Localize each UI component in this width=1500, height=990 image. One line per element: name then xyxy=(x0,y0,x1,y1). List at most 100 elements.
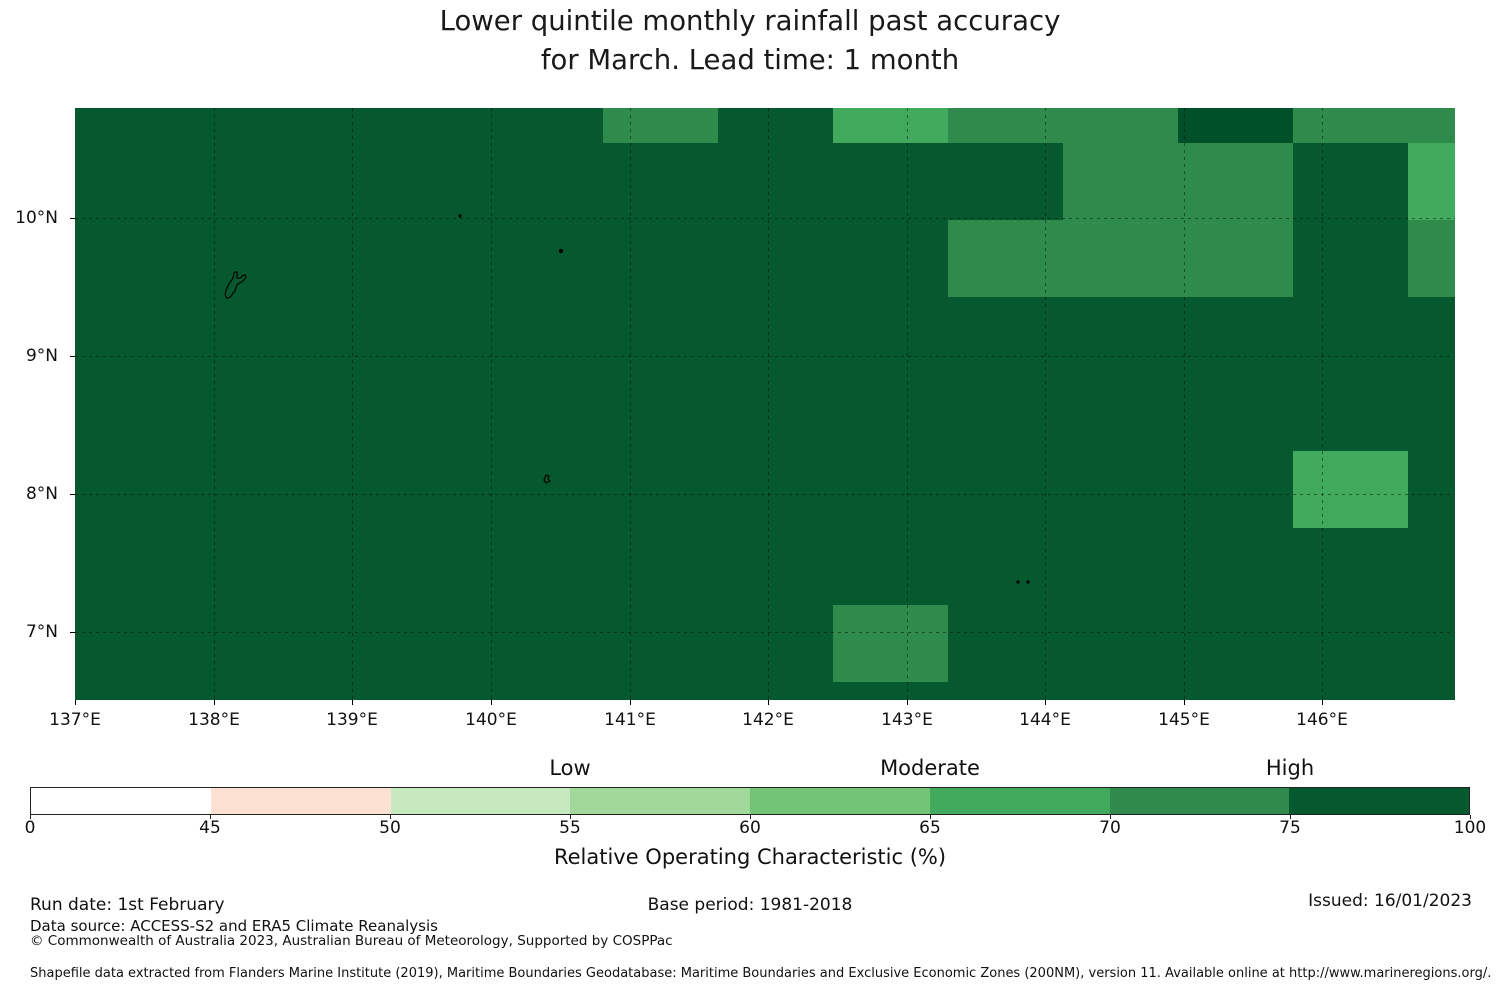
heatmap-cell xyxy=(1178,220,1293,297)
x-axis-tickmark xyxy=(491,700,492,705)
heatmap-cell xyxy=(948,108,1063,143)
longitude-gridline xyxy=(1045,108,1046,700)
heatmap-cell xyxy=(603,108,718,143)
colorbar-tick-label: 75 xyxy=(1279,818,1301,838)
x-axis-tick-label: 146°E xyxy=(1296,710,1348,730)
islet-outline xyxy=(558,248,564,254)
heatmap-cell xyxy=(1408,220,1455,297)
colorbar-tick-label: 100 xyxy=(1453,818,1487,838)
longitude-gridline xyxy=(1322,108,1323,700)
island-outlines xyxy=(224,214,1030,584)
colorbar-segment xyxy=(1289,788,1469,814)
longitude-gridline xyxy=(491,108,492,700)
colorbar-category-label: High xyxy=(1265,756,1315,780)
latitude-gridline xyxy=(75,356,1455,357)
colorbar-tick-label: 65 xyxy=(919,818,941,838)
longitude-gridline xyxy=(1184,108,1185,700)
x-axis-tick-label: 139°E xyxy=(326,710,378,730)
x-axis-tickmark xyxy=(1045,700,1046,705)
x-axis-tick-label: 143°E xyxy=(881,710,933,730)
longitude-gridline xyxy=(907,108,908,700)
x-axis-tickmark xyxy=(352,700,353,705)
y-axis-tickmark xyxy=(70,632,75,633)
islet-mark xyxy=(543,474,552,484)
x-axis-tickmark xyxy=(214,700,215,705)
heatmap-cell xyxy=(1063,143,1178,220)
heatmap-cell xyxy=(1178,143,1293,220)
longitude-gridline xyxy=(214,108,215,700)
copyright-text: © Commonwealth of Australia 2023, Austra… xyxy=(30,933,673,949)
y-axis-tick-label: 8°N xyxy=(25,484,58,504)
colorbar-tickmark xyxy=(1470,815,1471,819)
heatmap-cell xyxy=(1178,108,1293,143)
yap-island-outline xyxy=(224,271,247,299)
islet-dot xyxy=(458,214,462,218)
latitude-gridline xyxy=(75,218,1455,219)
issued-date-text: Issued: 16/01/2023 xyxy=(1308,891,1472,911)
colorbar-tickmark xyxy=(570,815,571,819)
base-period-text: Base period: 1981-2018 xyxy=(647,895,853,915)
x-axis-tickmark xyxy=(1184,700,1185,705)
x-axis-tickmark xyxy=(907,700,908,705)
colorbar-category-label: Low xyxy=(549,756,591,780)
islet-dot xyxy=(1026,580,1030,584)
shapefile-credit-text: Shapefile data extracted from Flanders M… xyxy=(30,966,1492,981)
heatmap-cell xyxy=(1293,108,1408,143)
x-axis-tickmark xyxy=(1322,700,1323,705)
colorbar-tickmark xyxy=(930,815,931,819)
x-axis-tick-label: 138°E xyxy=(188,710,240,730)
x-axis-tick-label: 145°E xyxy=(1158,710,1210,730)
run-date-text: Run date: 1st February xyxy=(30,895,225,915)
x-axis-tick-label: 142°E xyxy=(742,710,794,730)
y-axis-tickmark xyxy=(70,356,75,357)
colorbar-segment xyxy=(210,788,391,814)
islet-dot xyxy=(1016,580,1020,584)
y-axis-tickmark xyxy=(70,218,75,219)
colorbar-tick-label: 50 xyxy=(379,818,401,838)
y-axis-tick-label: 9°N xyxy=(25,346,58,366)
colorbar-tick-label: 45 xyxy=(199,818,221,838)
longitude-gridline xyxy=(630,108,631,700)
colorbar-tickmark xyxy=(1110,815,1111,819)
colorbar-tick-label: 60 xyxy=(739,818,761,838)
heatmap-cell xyxy=(1408,108,1455,143)
latitude-gridline xyxy=(75,632,1455,633)
heatmap-cell xyxy=(1063,220,1178,297)
colorbar xyxy=(30,787,1470,815)
colorbar-tickmark xyxy=(210,815,211,819)
colorbar-tick-label: 55 xyxy=(559,818,581,838)
colorbar-segment xyxy=(390,788,571,814)
roc-heatmap xyxy=(75,108,1455,700)
chart-title: Lower quintile monthly rainfall past acc… xyxy=(0,2,1500,80)
longitude-gridline xyxy=(352,108,353,700)
longitude-gridline xyxy=(768,108,769,700)
colorbar-segment xyxy=(1109,788,1290,814)
x-axis-tick-label: 141°E xyxy=(604,710,656,730)
y-axis-tick-label: 10°N xyxy=(15,208,58,228)
data-source-text: Data source: ACCESS-S2 and ERA5 Climate … xyxy=(30,917,438,935)
latitude-gridline xyxy=(75,494,1455,495)
colorbar-axis-label: Relative Operating Characteristic (%) xyxy=(553,845,947,869)
heatmap-cell xyxy=(1293,451,1408,528)
chart-title-line1: Lower quintile monthly rainfall past acc… xyxy=(439,5,1061,37)
colorbar-segment xyxy=(31,788,211,814)
colorbar-segment xyxy=(570,788,750,814)
colorbar-tickmark xyxy=(30,815,31,819)
colorbar-tickmark xyxy=(1290,815,1291,819)
colorbar-tick-label: 0 xyxy=(24,818,36,838)
x-axis-tickmark xyxy=(75,700,76,705)
colorbar-category-label: Moderate xyxy=(880,756,980,780)
colorbar-segment xyxy=(929,788,1110,814)
colorbar-tickmark xyxy=(390,815,391,819)
x-axis-tick-label: 144°E xyxy=(1019,710,1071,730)
x-axis-tickmark xyxy=(768,700,769,705)
heatmap-cell xyxy=(948,220,1063,297)
heatmap-cell xyxy=(1408,143,1455,220)
x-axis-tickmark xyxy=(630,700,631,705)
heatmap-cell xyxy=(1063,108,1178,143)
x-axis-tick-label: 140°E xyxy=(465,710,517,730)
heatmap-cell xyxy=(833,605,948,682)
chart-title-line2: for March. Lead time: 1 month xyxy=(540,44,960,76)
y-axis-tick-label: 7°N xyxy=(25,622,58,642)
